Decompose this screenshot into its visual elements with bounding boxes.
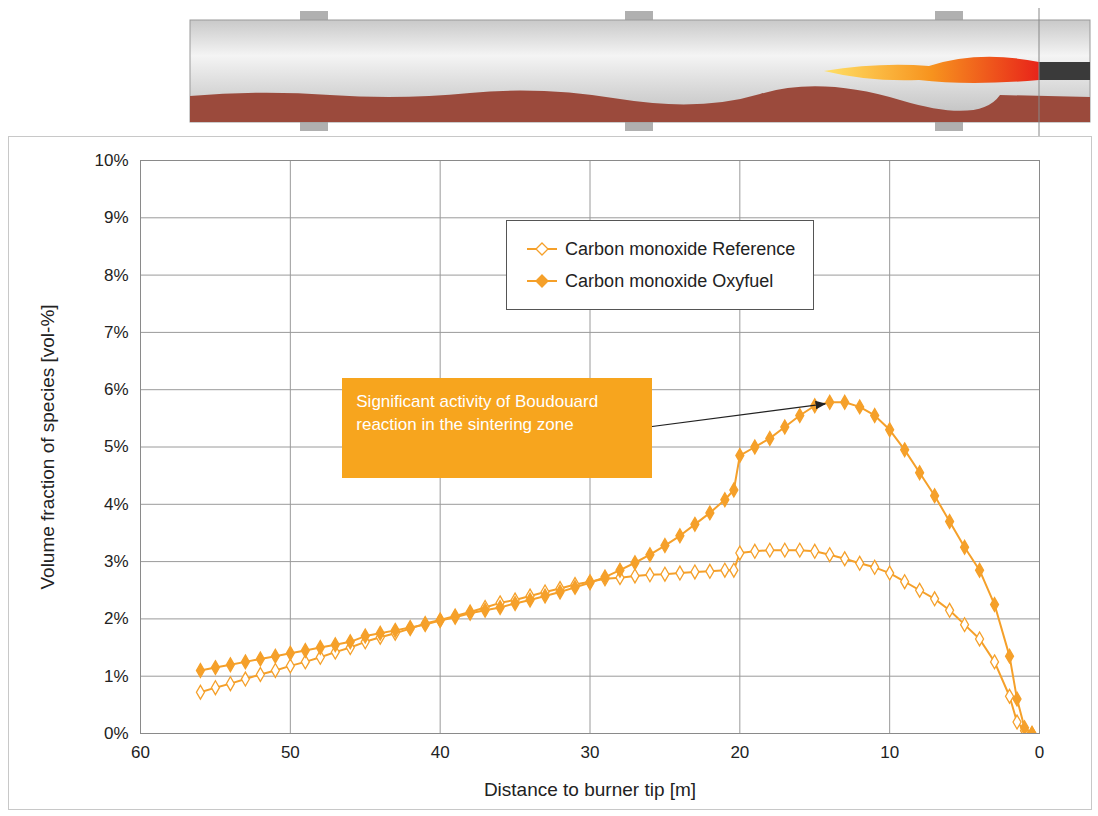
svg-text:8%: 8% (104, 266, 129, 285)
svg-text:6%: 6% (104, 380, 129, 399)
html-text:Significant activity of Boudou: Significant activity of Boudouard reacti… (356, 391, 599, 434)
svg-text:5%: 5% (104, 437, 129, 456)
svg-text:1%: 1% (104, 667, 129, 686)
svg-text:7%: 7% (104, 323, 129, 342)
html-text:Carbon monoxide Reference: Carbon monoxide Reference (565, 238, 796, 259)
svg-text:10%: 10% (94, 151, 128, 170)
svg-text:0%: 0% (104, 724, 129, 743)
svg-text:4%: 4% (104, 495, 129, 514)
svg-text:0: 0 (1035, 743, 1044, 762)
svg-text:30: 30 (581, 743, 600, 762)
svg-text:60: 60 (131, 743, 150, 762)
svg-text:3%: 3% (104, 552, 129, 571)
html-text:Carbon monoxide Oxyfuel: Carbon monoxide Oxyfuel (565, 270, 774, 291)
svg-text:50: 50 (281, 743, 300, 762)
svg-text:Volume fraction of species [vo: Volume fraction of species [vol-%] (37, 304, 58, 589)
svg-text:40: 40 (431, 743, 450, 762)
svg-text:20: 20 (730, 743, 749, 762)
svg-text:9%: 9% (104, 208, 129, 227)
svg-text:2%: 2% (104, 609, 129, 628)
svg-text:10: 10 (880, 743, 899, 762)
svg-text:Distance to burner tip [m]: Distance to burner tip [m] (484, 779, 696, 800)
